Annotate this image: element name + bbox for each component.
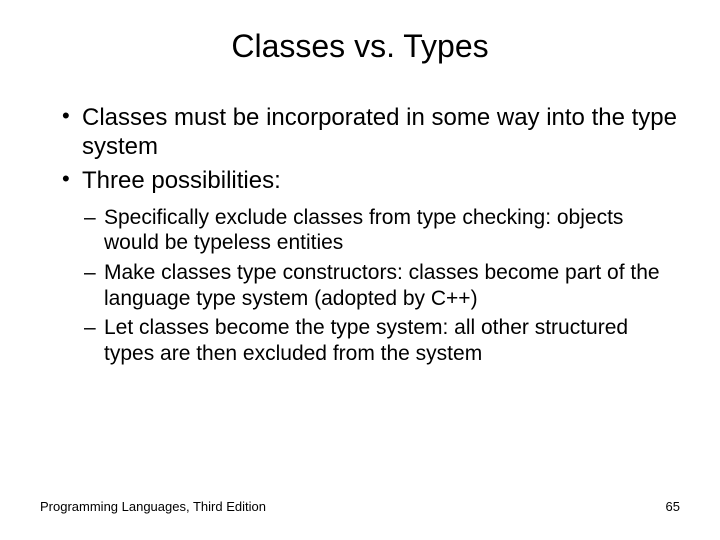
slide-title: Classes vs. Types bbox=[40, 28, 680, 65]
footer-text: Programming Languages, Third Edition bbox=[40, 499, 266, 514]
slide: Classes vs. Types Classes must be incorp… bbox=[0, 0, 720, 540]
bullet-list-level1: Classes must be incorporated in some way… bbox=[40, 103, 680, 195]
bullet-item: Three possibilities: bbox=[62, 166, 680, 195]
page-number: 65 bbox=[666, 499, 680, 514]
sub-bullet-item: Let classes become the type system: all … bbox=[84, 315, 680, 366]
sub-bullet-item: Specifically exclude classes from type c… bbox=[84, 205, 680, 256]
bullet-item: Classes must be incorporated in some way… bbox=[62, 103, 680, 162]
sub-bullet-item: Make classes type constructors: classes … bbox=[84, 260, 680, 311]
bullet-list-level2: Specifically exclude classes from type c… bbox=[40, 205, 680, 367]
